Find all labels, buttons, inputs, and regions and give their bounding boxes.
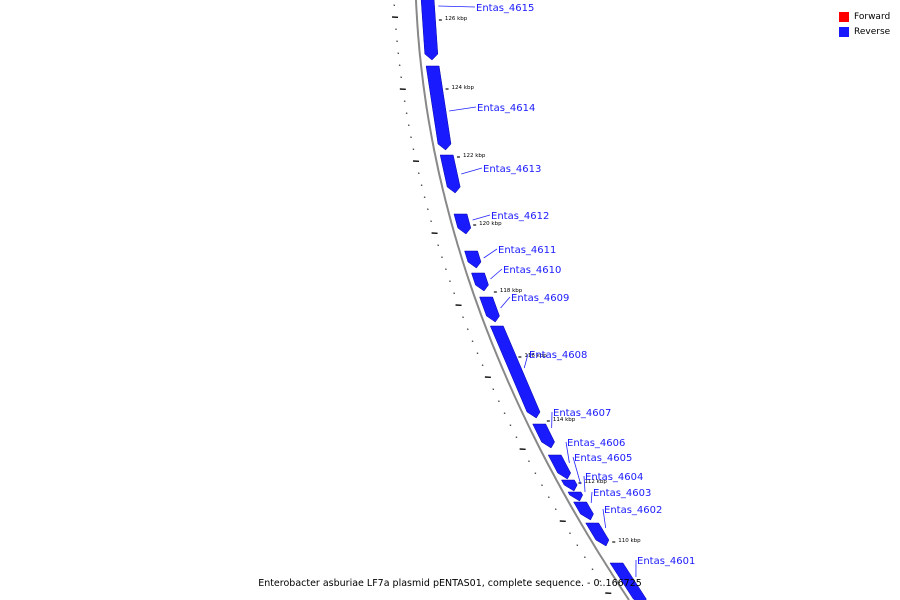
scale-label: 112 kbp [584,479,607,485]
label-leader [583,475,586,493]
gene-arrow [560,479,578,492]
gene-label: Entas_4612 [491,211,549,222]
gene-arrow [425,65,452,151]
legend-reverse: Reverse [839,24,890,39]
scale-label: 118 kbp [500,288,523,294]
label-leader [472,214,491,221]
outer-tick-ring [392,4,612,594]
gene-label: Entas_4602 [604,505,662,516]
gene-arrow [567,491,583,502]
gene-arrow [547,454,571,480]
gene-arrow [489,325,541,419]
gene-features [420,0,647,600]
gene-label: Entas_4606 [567,438,625,449]
label-leader [438,5,476,8]
gene-label: Entas_4601 [637,556,695,567]
label-leader [565,441,570,464]
scale-label: 120 kbp [479,221,502,227]
scale-label: 116 kbp [524,353,547,359]
gene-arrow [609,562,647,600]
gene-arrow [573,501,594,521]
gene-label: Entas_4603 [593,488,651,499]
label-leader [572,456,582,485]
scale-label: 124 kbp [452,85,475,91]
legend-reverse-label: Reverse [854,26,891,37]
gene-label: Entas_4614 [477,103,535,114]
label-leader [449,106,477,112]
gene-arrow [453,213,472,235]
label-leaders [438,5,637,578]
gene-arrow [471,272,489,292]
legend-forward: Forward [839,9,890,24]
gene-arrow [479,296,500,323]
gene-label: Entas_4608 [529,350,587,361]
gene-label: Entas_4605 [574,453,632,464]
gene-label: Entas_4607 [553,408,611,419]
map-caption: Enterobacter asburiae LF7a plasmid pENTA… [258,578,642,589]
label-leader [500,296,511,309]
forward-swatch [839,11,849,22]
legend-forward-label: Forward [854,11,891,22]
gene-arrow [585,522,610,547]
gene-arrow [420,0,439,61]
gene-label: Entas_4609 [511,293,569,304]
label-leader [602,508,607,529]
label-leader [483,248,498,259]
gene-arrow [532,423,555,449]
label-leader [490,268,503,280]
label-leader [461,167,483,175]
scale-ticks: 126 kbp 124 kbp 122 kbp 120 kbp 118 kbp 116 k… [438,16,641,544]
scale-label: 114 kbp [553,417,576,423]
label-leader [590,491,593,504]
label-leader [523,353,529,369]
gene-label: Entas_4604 [585,472,643,483]
legend: Forward Reverse [839,9,890,39]
gene-label: Entas_4613 [483,164,541,175]
gene-arrow [464,250,482,269]
gene-labels: Entas_4615 Entas_4614 Entas_4613 Entas_4612… [476,3,695,567]
scale-label: 126 kbp [445,16,468,22]
gene-arrow [439,154,461,194]
gene-label: Entas_4615 [476,3,534,14]
plasmid-backbone [415,0,630,600]
gene-label: Entas_4610 [503,265,561,276]
scale-label: 122 kbp [463,153,486,159]
reverse-swatch [839,26,849,37]
gene-label: Entas_4611 [498,245,556,256]
scale-label: 110 kbp [618,538,641,544]
